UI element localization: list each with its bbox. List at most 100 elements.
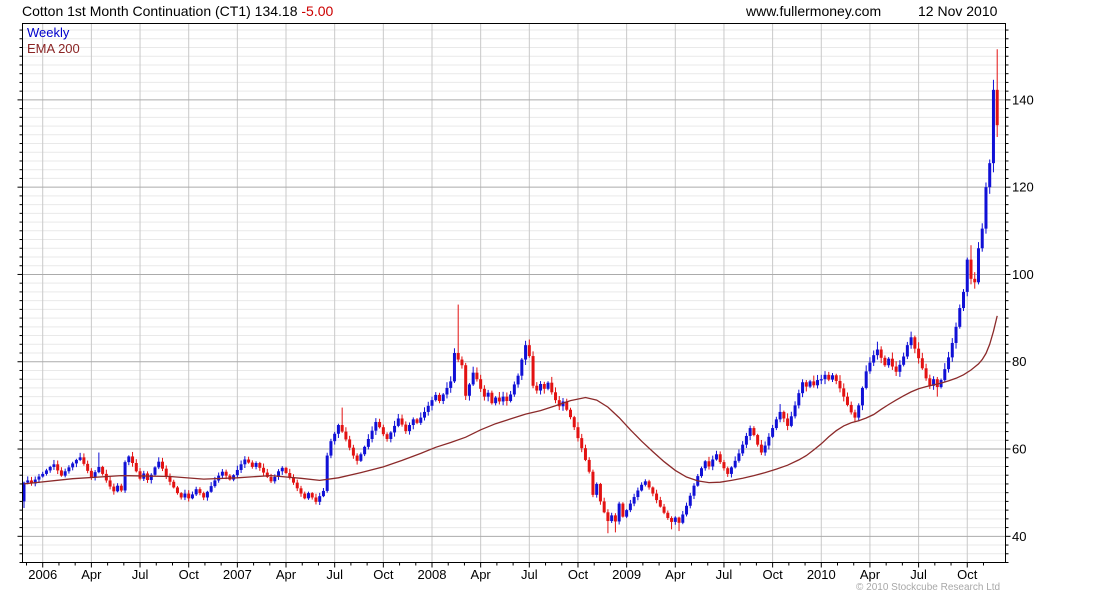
candle-body [434, 394, 438, 401]
candle-body [254, 462, 258, 467]
candle-body [801, 382, 805, 394]
candle-body [41, 473, 45, 477]
candle-body [714, 454, 718, 460]
candles-layer [22, 49, 999, 534]
time-axis-label: Jul [521, 567, 538, 582]
price-axis-label: 120 [1012, 180, 1034, 195]
candle-body [520, 359, 524, 376]
ema-200-line [23, 315, 998, 485]
candle-body [868, 362, 872, 372]
candle-body [374, 421, 378, 431]
candle-body [976, 248, 980, 283]
candle-body [63, 471, 67, 476]
candle-body [726, 468, 730, 474]
price-axis-label: 140 [1012, 92, 1034, 107]
candle-body [127, 456, 131, 463]
candle-body [437, 394, 441, 402]
time-axis-label: Apr [81, 567, 102, 582]
candle-body [756, 435, 760, 445]
candle-body [924, 368, 928, 379]
candle-body [29, 480, 33, 484]
candle-body [894, 366, 898, 372]
candle-body [348, 439, 352, 448]
chart-date: 12 Nov 2010 [918, 3, 998, 19]
candle-body [767, 436, 771, 446]
candle-body [224, 471, 228, 476]
candle-body [213, 480, 217, 487]
candle-body [763, 445, 767, 453]
website-link[interactable]: www.fullermoney.com [746, 3, 882, 19]
candle-body [932, 379, 936, 386]
price-axis-label: 100 [1012, 267, 1034, 282]
candle-body [333, 433, 337, 442]
candle-body [831, 375, 835, 380]
candle-body [441, 394, 445, 402]
price-axis-label: 60 [1012, 442, 1026, 457]
candle-body [460, 359, 464, 366]
candle-body [699, 468, 703, 477]
candle-body [321, 490, 325, 497]
candle-body [973, 278, 977, 283]
legend-ema: EMA 200 [27, 41, 80, 56]
candle-body [86, 463, 90, 471]
candle-body [509, 394, 513, 402]
candle-body [707, 461, 711, 467]
candle-body [419, 417, 423, 423]
candle-body [718, 454, 722, 463]
candle-body [157, 461, 161, 468]
candle-body [262, 467, 266, 473]
candle-body [303, 493, 307, 499]
candle-body [917, 348, 921, 359]
candle-body [902, 356, 906, 365]
time-axis-label: Oct [179, 567, 200, 582]
copyright-attribution: © 2010 Stockcube Research Ltd [856, 582, 1001, 593]
candle-body [112, 486, 116, 492]
candle-body [988, 163, 992, 188]
candle-body [744, 435, 748, 445]
candle-body [314, 497, 318, 502]
candle-body [606, 512, 610, 522]
candle-body [909, 337, 913, 346]
candle-body [475, 372, 479, 380]
candle-body [108, 480, 112, 487]
candle-body [539, 383, 543, 391]
candle-body [797, 393, 801, 406]
candle-body [74, 459, 78, 464]
candle-body [816, 380, 820, 386]
candle-body [467, 384, 471, 396]
candle-body [587, 459, 591, 472]
candle-body [673, 517, 677, 522]
candle-body [505, 396, 509, 402]
candle-body [202, 493, 206, 498]
price-change: -5.00 [301, 3, 334, 19]
candle-body [423, 411, 427, 418]
time-axis-label: Apr [665, 567, 686, 582]
candle-body [494, 397, 498, 404]
candle-body [160, 461, 164, 469]
candle-body [288, 473, 292, 478]
candle-body [168, 476, 172, 482]
candle-body [138, 471, 142, 479]
candle-body [883, 357, 887, 366]
candle-body [26, 480, 30, 483]
candle-body [205, 491, 209, 498]
candle-body [759, 444, 763, 453]
candle-body [688, 495, 692, 506]
candle-body [531, 356, 535, 386]
candle-body [651, 487, 655, 494]
candle-body [793, 405, 797, 417]
candle-body [958, 308, 962, 327]
chart-title: Cotton 1st Month Continuation (CT1) 134.… [22, 3, 333, 19]
candle-body [808, 381, 812, 387]
candle-body [482, 388, 486, 397]
candle-body [22, 482, 26, 502]
candle-body [48, 466, 52, 471]
time-axis-label: Oct [373, 567, 394, 582]
candle-body [842, 388, 846, 397]
candle-body [995, 89, 999, 126]
candle-body [101, 466, 105, 474]
candle-body [890, 358, 894, 367]
candle-body [771, 428, 775, 437]
candle-body [565, 401, 569, 410]
